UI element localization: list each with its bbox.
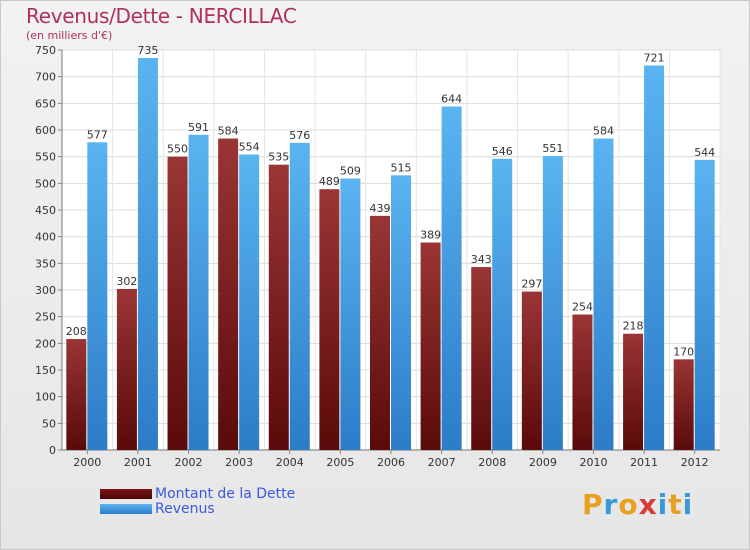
logo-letter: i <box>657 488 669 521</box>
data-label-debt: 550 <box>167 143 188 156</box>
bar-revenue <box>188 134 209 451</box>
data-label-debt: 535 <box>268 151 289 164</box>
y-tick-label: 750 <box>35 44 56 57</box>
bar-debt <box>66 339 87 450</box>
y-tick-label: 200 <box>35 337 56 350</box>
bar-revenue <box>391 175 411 451</box>
bar-debt <box>572 314 593 450</box>
logo-letter: t <box>668 488 683 521</box>
chart-title: Revenus/Dette - NERCILLAC <box>26 4 297 28</box>
data-label-revenue: 584 <box>593 125 614 138</box>
legend-label-revenue: Revenus <box>155 501 215 517</box>
data-label-debt: 218 <box>623 320 644 333</box>
data-label-revenue: 644 <box>441 93 462 106</box>
proxiti-logo: Proxiti <box>582 488 693 521</box>
logo-letter: r <box>603 488 619 521</box>
data-label-debt: 208 <box>66 325 87 338</box>
y-tick-label: 650 <box>35 97 56 110</box>
bar-debt <box>218 138 239 451</box>
bar-revenue <box>593 138 614 451</box>
data-label-revenue: 721 <box>644 51 665 64</box>
x-tick-label: 2004 <box>276 456 304 469</box>
bar-revenue <box>492 158 513 451</box>
bar-debt <box>319 189 340 450</box>
bar-revenue <box>239 154 260 451</box>
x-tick-label: 2006 <box>377 456 405 469</box>
data-label-debt: 389 <box>420 229 441 242</box>
legend-swatch-revenue <box>100 504 152 514</box>
chart-subtitle: (en milliers d'€) <box>26 29 113 42</box>
bar-revenue <box>87 142 108 450</box>
data-label-debt: 439 <box>370 202 391 215</box>
x-tick-label: 2009 <box>529 456 557 469</box>
data-label-debt: 170 <box>673 345 694 358</box>
y-tick-label: 250 <box>35 311 56 324</box>
data-label-revenue: 591 <box>188 121 209 134</box>
data-label-revenue: 509 <box>340 165 361 178</box>
y-tick-label: 700 <box>35 71 56 84</box>
bar-revenue <box>694 159 715 450</box>
y-tick-label: 350 <box>35 257 56 270</box>
y-tick-label: 450 <box>35 204 56 217</box>
x-tick-label: 2008 <box>478 456 506 469</box>
bar-revenue <box>289 142 310 451</box>
legend-label-debt: Montant de la Dette <box>155 486 296 502</box>
x-tick-label: 2001 <box>124 456 152 469</box>
bar-revenue <box>340 178 361 451</box>
x-tick-label: 2002 <box>175 456 203 469</box>
x-tick-label: 2005 <box>326 456 354 469</box>
bar-debt <box>167 156 188 450</box>
y-tick-label: 550 <box>35 151 56 164</box>
y-tick-label: 500 <box>35 177 56 190</box>
y-tick-label: 50 <box>42 417 56 430</box>
y-tick-label: 300 <box>35 284 56 297</box>
bar-debt <box>471 267 492 450</box>
bar-debt <box>521 291 542 450</box>
data-label-revenue: 515 <box>391 161 412 174</box>
data-label-revenue: 546 <box>492 145 513 158</box>
x-tick-label: 2000 <box>73 456 101 469</box>
bar-debt <box>370 215 390 450</box>
y-tick-label: 600 <box>35 124 56 137</box>
data-label-revenue: 551 <box>542 142 563 155</box>
data-label-debt: 489 <box>319 175 340 188</box>
data-label-debt: 584 <box>218 125 239 138</box>
data-label-debt: 343 <box>471 253 492 266</box>
data-label-debt: 297 <box>521 278 542 291</box>
bar-revenue <box>644 65 665 450</box>
logo-letter: o <box>618 488 639 521</box>
data-label-revenue: 554 <box>239 141 260 154</box>
bar-revenue <box>542 156 563 450</box>
logo-letter: i <box>682 488 694 521</box>
bar-revenue <box>441 106 462 451</box>
x-tick-label: 2010 <box>579 456 607 469</box>
data-label-debt: 254 <box>572 301 593 314</box>
x-tick-label: 2012 <box>681 456 709 469</box>
bar-debt <box>268 164 289 450</box>
x-tick-label: 2003 <box>225 456 253 469</box>
data-label-revenue: 735 <box>137 44 158 57</box>
x-tick-label: 2007 <box>428 456 456 469</box>
logo-letter: P <box>582 488 604 521</box>
y-tick-label: 150 <box>35 364 56 377</box>
bar-debt <box>420 242 441 450</box>
bar-debt <box>673 359 694 450</box>
legend-swatch-debt <box>100 489 152 499</box>
data-label-revenue: 577 <box>87 128 108 141</box>
x-tick-label: 2011 <box>630 456 658 469</box>
logo-letter: x <box>638 488 658 521</box>
bar-revenue <box>137 58 158 450</box>
y-tick-label: 100 <box>35 391 56 404</box>
data-label-revenue: 544 <box>694 146 715 159</box>
data-label-debt: 302 <box>116 275 137 288</box>
y-tick-label: 400 <box>35 231 56 244</box>
bar-debt <box>623 333 644 450</box>
y-tick-label: 0 <box>49 444 56 457</box>
bar-debt <box>116 288 137 450</box>
data-label-revenue: 576 <box>289 129 310 142</box>
